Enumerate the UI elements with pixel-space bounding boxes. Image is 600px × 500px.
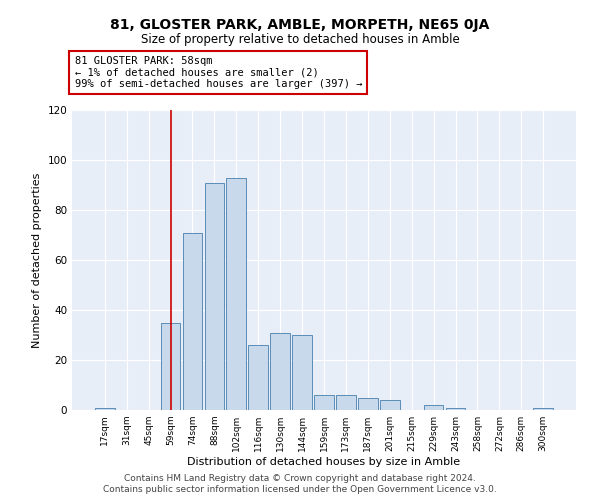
Bar xyxy=(161,322,181,410)
Bar xyxy=(336,395,356,410)
Bar xyxy=(314,395,334,410)
Bar xyxy=(95,408,115,410)
Bar xyxy=(182,232,202,410)
Text: Contains HM Land Registry data © Crown copyright and database right 2024.: Contains HM Land Registry data © Crown c… xyxy=(124,474,476,483)
Bar xyxy=(424,405,443,410)
Bar xyxy=(446,408,466,410)
Bar xyxy=(248,345,268,410)
Text: 81 GLOSTER PARK: 58sqm
← 1% of detached houses are smaller (2)
99% of semi-detac: 81 GLOSTER PARK: 58sqm ← 1% of detached … xyxy=(74,56,362,89)
Bar xyxy=(205,182,224,410)
Bar xyxy=(292,335,312,410)
X-axis label: Distribution of detached houses by size in Amble: Distribution of detached houses by size … xyxy=(187,457,461,467)
Text: 81, GLOSTER PARK, AMBLE, MORPETH, NE65 0JA: 81, GLOSTER PARK, AMBLE, MORPETH, NE65 0… xyxy=(110,18,490,32)
Bar xyxy=(533,408,553,410)
Bar xyxy=(270,332,290,410)
Bar xyxy=(226,178,246,410)
Text: Contains public sector information licensed under the Open Government Licence v3: Contains public sector information licen… xyxy=(103,486,497,494)
Text: Size of property relative to detached houses in Amble: Size of property relative to detached ho… xyxy=(140,32,460,46)
Bar xyxy=(380,400,400,410)
Y-axis label: Number of detached properties: Number of detached properties xyxy=(32,172,42,348)
Bar xyxy=(358,398,378,410)
